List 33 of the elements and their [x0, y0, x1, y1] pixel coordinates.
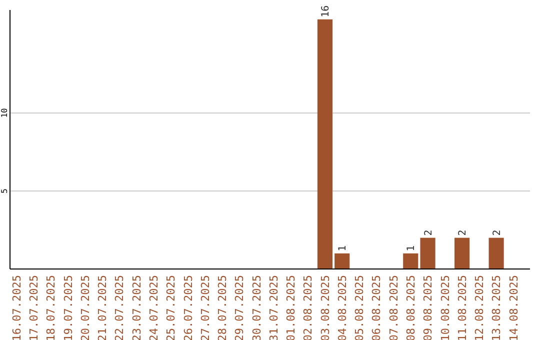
- bar: [334, 253, 350, 269]
- x-tick-label: 28.07.2025: [216, 275, 230, 340]
- x-tick-label: 19.07.2025: [62, 275, 75, 340]
- bar: [403, 253, 418, 269]
- x-tick-label: 13.08.2025: [490, 275, 504, 340]
- y-tick-label: 10: [0, 108, 9, 118]
- x-tick-label: 10.08.2025: [438, 275, 452, 340]
- x-tick-label: 20.07.2025: [78, 275, 92, 340]
- x-tick-label: 17.07.2025: [28, 275, 41, 340]
- bar: [488, 238, 504, 269]
- x-tick-label: 25.07.2025: [164, 275, 178, 340]
- bar: [420, 238, 436, 269]
- data-label: 2: [423, 230, 434, 236]
- x-tick-label: 18.07.2025: [44, 275, 58, 340]
- data-label: 1: [338, 245, 349, 252]
- x-tick-label: 23.07.2025: [130, 275, 144, 340]
- x-tick-label: 22.07.2025: [113, 275, 126, 340]
- x-tick-label: 11.08.2025: [456, 275, 469, 340]
- x-tick-label: 16.07.2025: [10, 275, 24, 340]
- x-tick-label: 21.07.2025: [96, 275, 110, 340]
- data-label: 2: [492, 230, 503, 236]
- x-tick-label: 26.07.2025: [182, 275, 195, 340]
- x-tick-label: 12.08.2025: [473, 275, 486, 340]
- x-tick-label: 24.07.2025: [147, 275, 160, 340]
- y-tick-label: 5: [0, 188, 9, 194]
- data-label: 16: [320, 5, 332, 18]
- x-tick-label: 14.08.2025: [507, 275, 520, 340]
- x-tick-label: 29.07.2025: [233, 275, 246, 340]
- x-tick-label: 27.07.2025: [198, 275, 212, 340]
- bar: [454, 238, 470, 269]
- data-label: 1: [406, 245, 418, 252]
- data-label: 2: [458, 230, 469, 236]
- bar: [317, 19, 333, 269]
